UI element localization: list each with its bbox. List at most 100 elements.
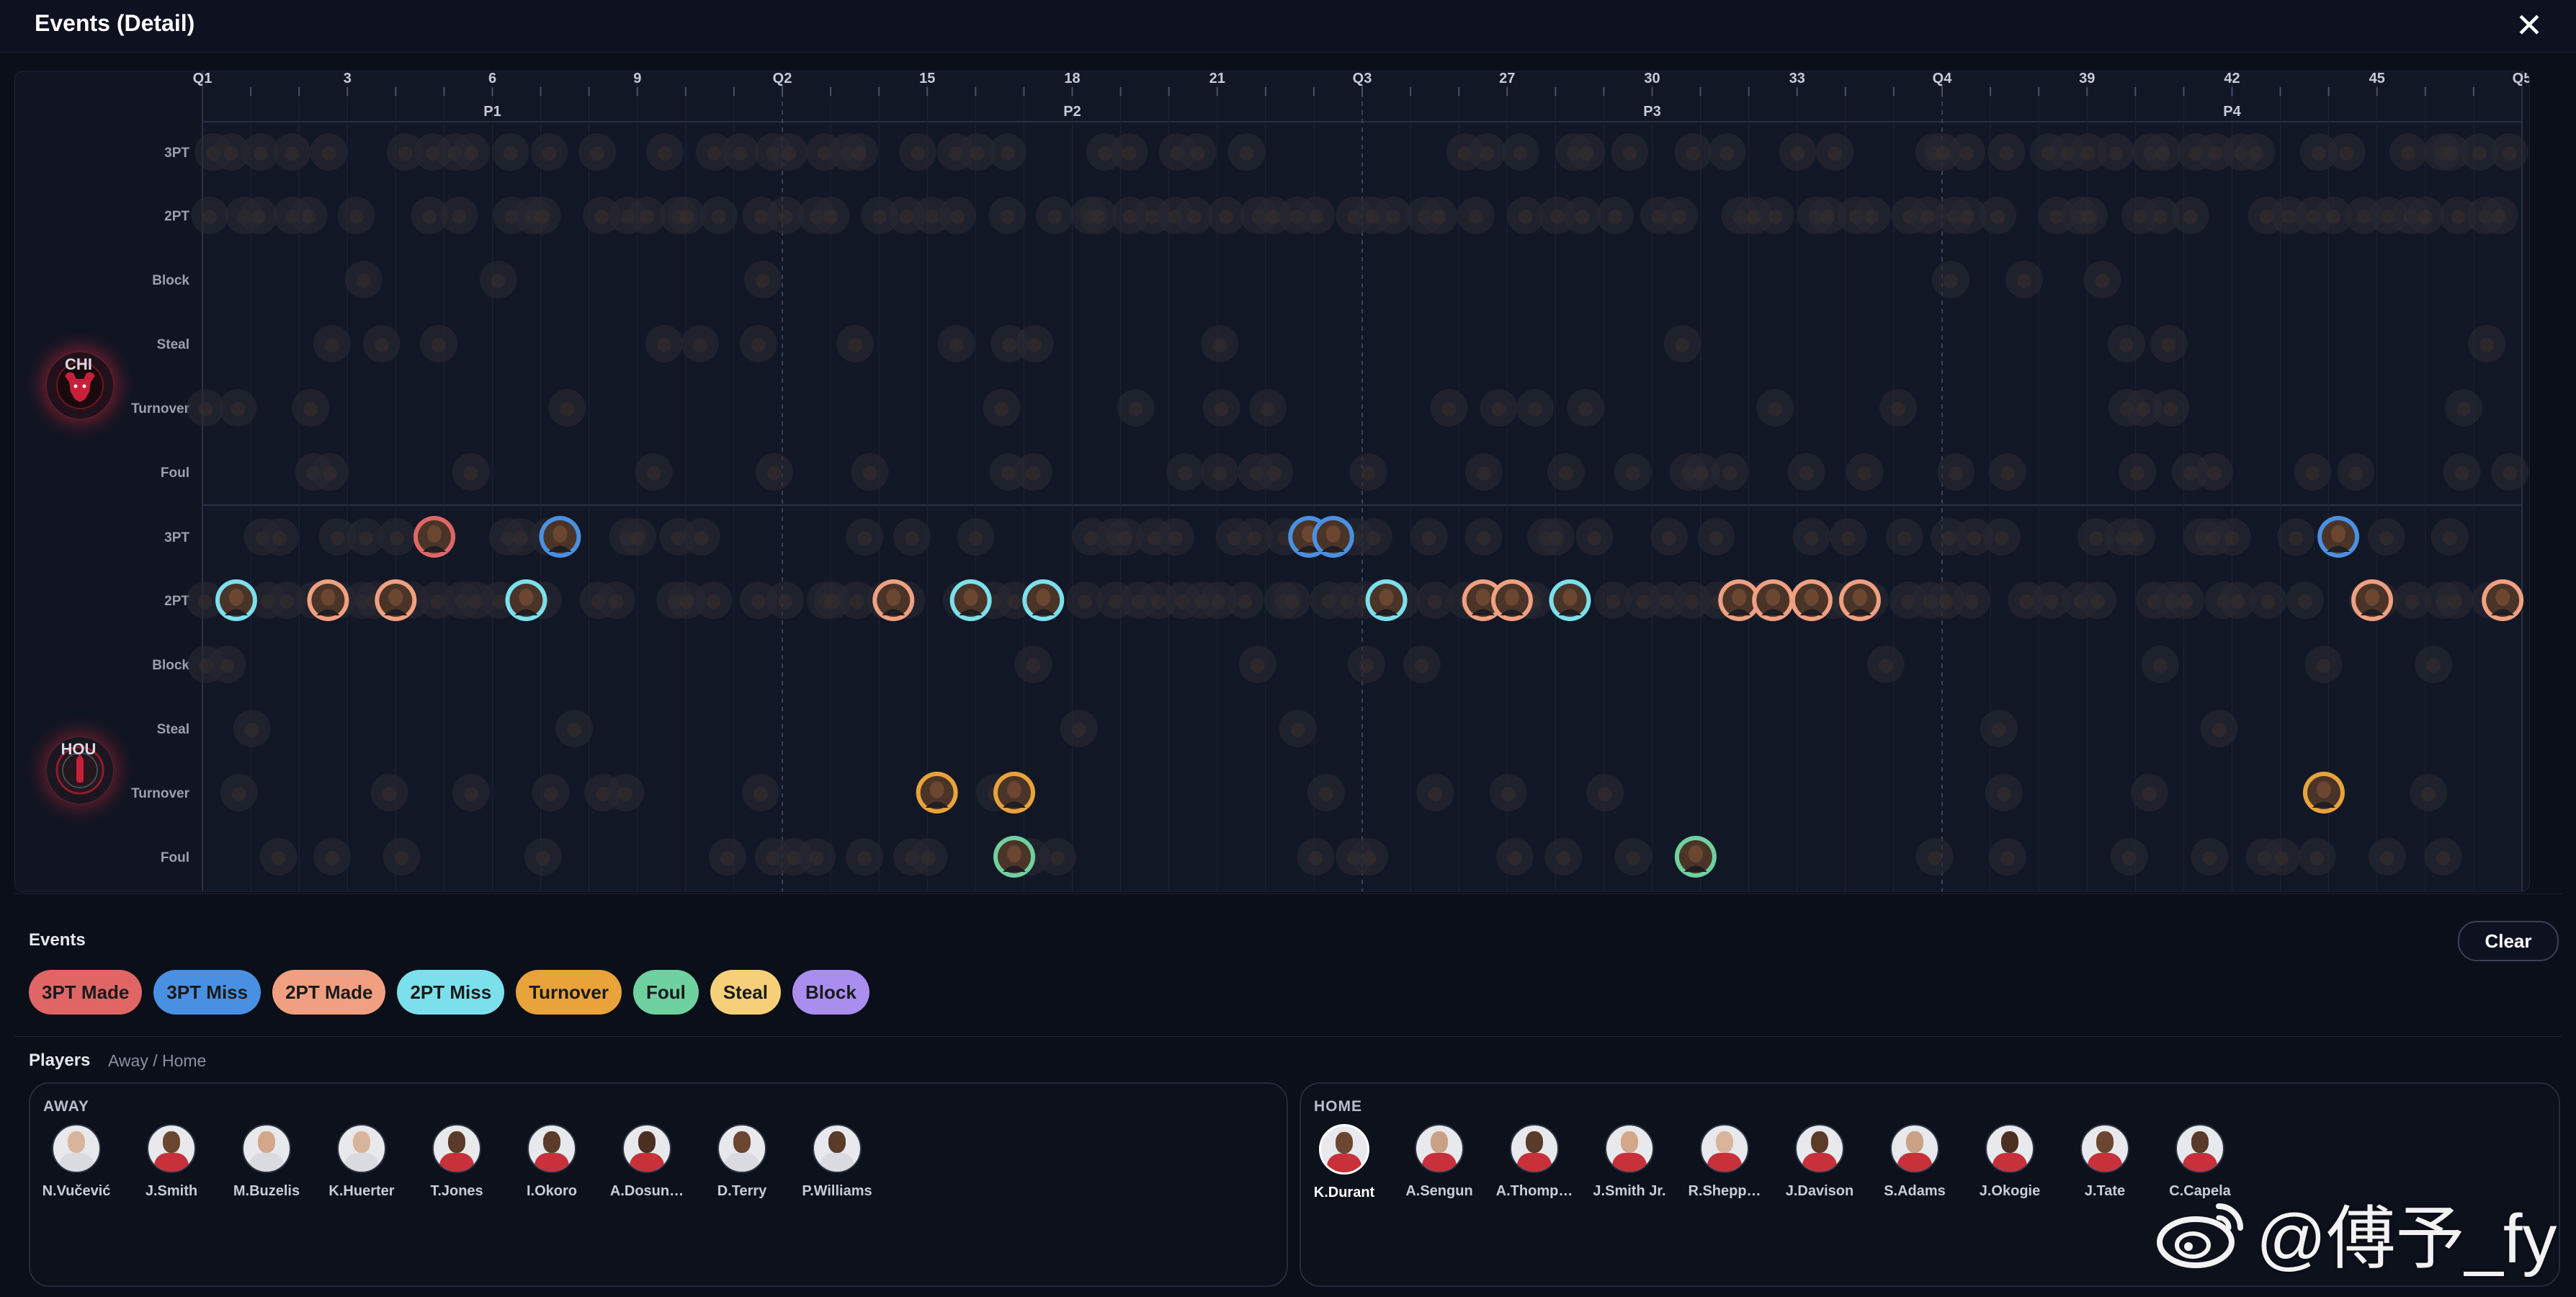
row-label: 2PT	[164, 209, 189, 224]
away-player-2[interactable]: M.Buzelis	[219, 1124, 314, 1200]
home-player-1[interactable]: A.Sengun	[1392, 1124, 1487, 1200]
faded-event-marker	[2224, 531, 2240, 545]
faded-event-marker	[464, 146, 479, 161]
home-player-3[interactable]: J.Smith Jr.	[1582, 1124, 1677, 1200]
faded-event-marker	[2080, 146, 2096, 161]
faded-event-marker	[1250, 659, 1265, 673]
filter-chip-3pt-miss[interactable]: 3PT Miss	[153, 970, 261, 1015]
faded-event-marker	[2108, 146, 2123, 161]
faded-event-marker	[374, 338, 389, 352]
player-name: K.Huerter	[328, 1183, 395, 1199]
faded-event-marker	[1959, 146, 1975, 161]
player-jersey-icon	[2312, 801, 2335, 808]
close-icon[interactable]: ✕	[2515, 6, 2544, 44]
home-player-9[interactable]: C.Capela	[2152, 1124, 2248, 1200]
home-player-5[interactable]: J.Davison	[1772, 1124, 1867, 1200]
faded-event-marker	[358, 531, 373, 545]
faded-event-marker	[567, 723, 582, 737]
faded-event-marker	[657, 146, 672, 161]
away-player-6[interactable]: A.Dosun…	[599, 1124, 694, 1200]
faded-event-marker	[618, 787, 633, 801]
player-headshot-icon	[2191, 1131, 2209, 1153]
player-name: J.Smith Jr.	[1593, 1183, 1666, 1199]
faded-event-marker	[782, 146, 797, 161]
faded-event-marker	[1578, 402, 1593, 416]
faded-event-marker	[1071, 723, 1086, 737]
player-headshot-icon	[543, 1131, 560, 1153]
away-player-0[interactable]: N.Vučević	[29, 1124, 124, 1200]
faded-event-marker	[2442, 531, 2457, 545]
home-player-8[interactable]: J.Tate	[2057, 1124, 2152, 1200]
clear-button[interactable]: Clear	[2458, 921, 2559, 961]
row-label: Steal	[157, 722, 189, 737]
player-jersey-icon	[439, 1153, 474, 1172]
home-player-6[interactable]: S.Adams	[1867, 1124, 1962, 1200]
player-jersey-icon	[1848, 609, 1871, 615]
filter-chip-block[interactable]: Block	[792, 970, 869, 1015]
away-player-8[interactable]: P.Williams	[790, 1124, 885, 1200]
player-jersey-icon	[959, 609, 983, 615]
faded-event-marker	[872, 210, 887, 224]
away-player-5[interactable]: I.Okoro	[504, 1124, 599, 1200]
faded-event-marker	[271, 851, 286, 865]
away-player-7[interactable]: D.Terry	[694, 1124, 790, 1200]
faded-event-marker	[949, 210, 965, 224]
faded-event-marker	[231, 402, 246, 416]
filter-chip-steal[interactable]: Steal	[710, 970, 781, 1015]
player-name: A.Dosun…	[609, 1183, 684, 1199]
faded-event-marker	[463, 466, 478, 481]
faded-event-marker	[1719, 146, 1735, 161]
faded-event-marker	[1558, 466, 1573, 481]
time-tick-label: 6	[488, 71, 496, 86]
home-player-2[interactable]: A.Thomp…	[1487, 1124, 1582, 1200]
filter-chip-2pt-made[interactable]: 2PT Made	[272, 970, 386, 1015]
player-jersey-icon	[882, 609, 905, 615]
faded-event-marker	[1672, 210, 1687, 224]
faded-event-marker	[787, 851, 802, 865]
faded-event-marker	[1675, 338, 1690, 352]
home-player-4[interactable]: R.Shepp…	[1677, 1124, 1772, 1200]
time-tick-label: Q2	[773, 71, 792, 86]
home-player-7[interactable]: J.Okogie	[1962, 1124, 2057, 1200]
faded-event-marker	[1178, 466, 1193, 481]
faded-event-marker	[766, 466, 782, 481]
faded-event-marker	[1790, 146, 1805, 161]
faded-event-marker	[2405, 594, 2420, 609]
faded-event-marker	[1218, 210, 1233, 224]
faded-event-marker	[1626, 851, 1641, 865]
player-jersey-icon	[154, 1153, 189, 1172]
events-section-label: Events	[29, 930, 86, 950]
filter-chip-3pt-made[interactable]: 3PT Made	[29, 970, 143, 1015]
faded-event-marker	[1528, 402, 1543, 416]
faded-event-marker	[1936, 146, 1951, 161]
faded-event-marker	[1967, 531, 1982, 545]
faded-event-marker	[1694, 466, 1709, 481]
faded-event-marker	[2400, 146, 2415, 161]
filter-chip-2pt-miss[interactable]: 2PT Miss	[397, 970, 505, 1015]
filter-chip-foul[interactable]: Foul	[632, 970, 699, 1015]
chi-team-logo	[45, 351, 115, 420]
home-player-0[interactable]: K.Durant	[1297, 1124, 1392, 1201]
faded-event-marker	[1864, 210, 1879, 224]
player-avatar	[147, 1124, 196, 1173]
player-jersey-icon	[2183, 1153, 2217, 1172]
faded-event-marker	[823, 210, 838, 224]
player-face-icon	[2365, 589, 2380, 606]
faded-event-marker	[1026, 466, 1041, 481]
player-headshot-icon	[2096, 1131, 2114, 1153]
player-avatar	[622, 1124, 671, 1173]
away-player-1[interactable]: J.Smith	[124, 1124, 219, 1200]
faded-event-marker	[349, 210, 364, 224]
away-player-4[interactable]: T.Jones	[409, 1124, 504, 1200]
faded-event-marker	[1001, 466, 1016, 481]
faded-event-marker	[2000, 851, 2015, 865]
faded-event-marker	[2183, 466, 2198, 481]
faded-event-marker	[2230, 594, 2245, 609]
faded-event-marker	[1608, 210, 1623, 224]
faded-event-marker	[1960, 210, 1975, 224]
faded-event-marker	[2090, 594, 2106, 609]
faded-event-marker	[1361, 466, 1376, 481]
filter-chip-turnover[interactable]: Turnover	[516, 970, 622, 1015]
player-name: A.Sengun	[1405, 1183, 1473, 1199]
away-player-3[interactable]: K.Huerter	[314, 1124, 409, 1200]
